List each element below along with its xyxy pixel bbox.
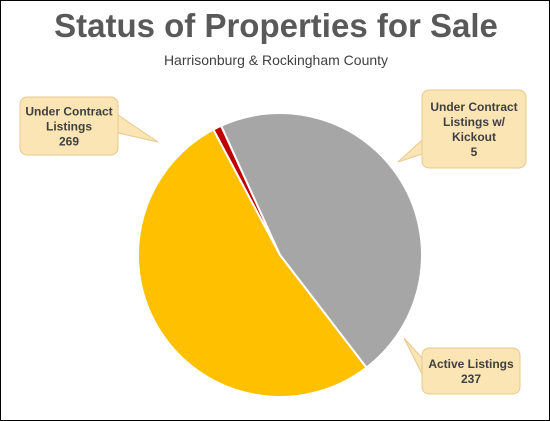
svg-text:5: 5 [471,145,478,159]
svg-text:Listings: Listings [46,120,92,134]
svg-text:Under Contract: Under Contract [430,100,517,114]
svg-text:Listings w/: Listings w/ [443,115,506,129]
pie-slice-active-listings [219,112,423,370]
svg-text:237: 237 [461,372,481,386]
svg-text:Active Listings: Active Listings [428,357,514,371]
svg-text:Under Contract: Under Contract [25,105,112,119]
pie-slice-under-contract-listings [137,128,368,398]
chart-title: Status of Properties for Sale [54,7,498,44]
chart-subtitle: Harrisonburg & Rockingham County [163,52,389,68]
svg-text:269: 269 [59,135,79,149]
svg-text:Kickout: Kickout [452,130,496,144]
